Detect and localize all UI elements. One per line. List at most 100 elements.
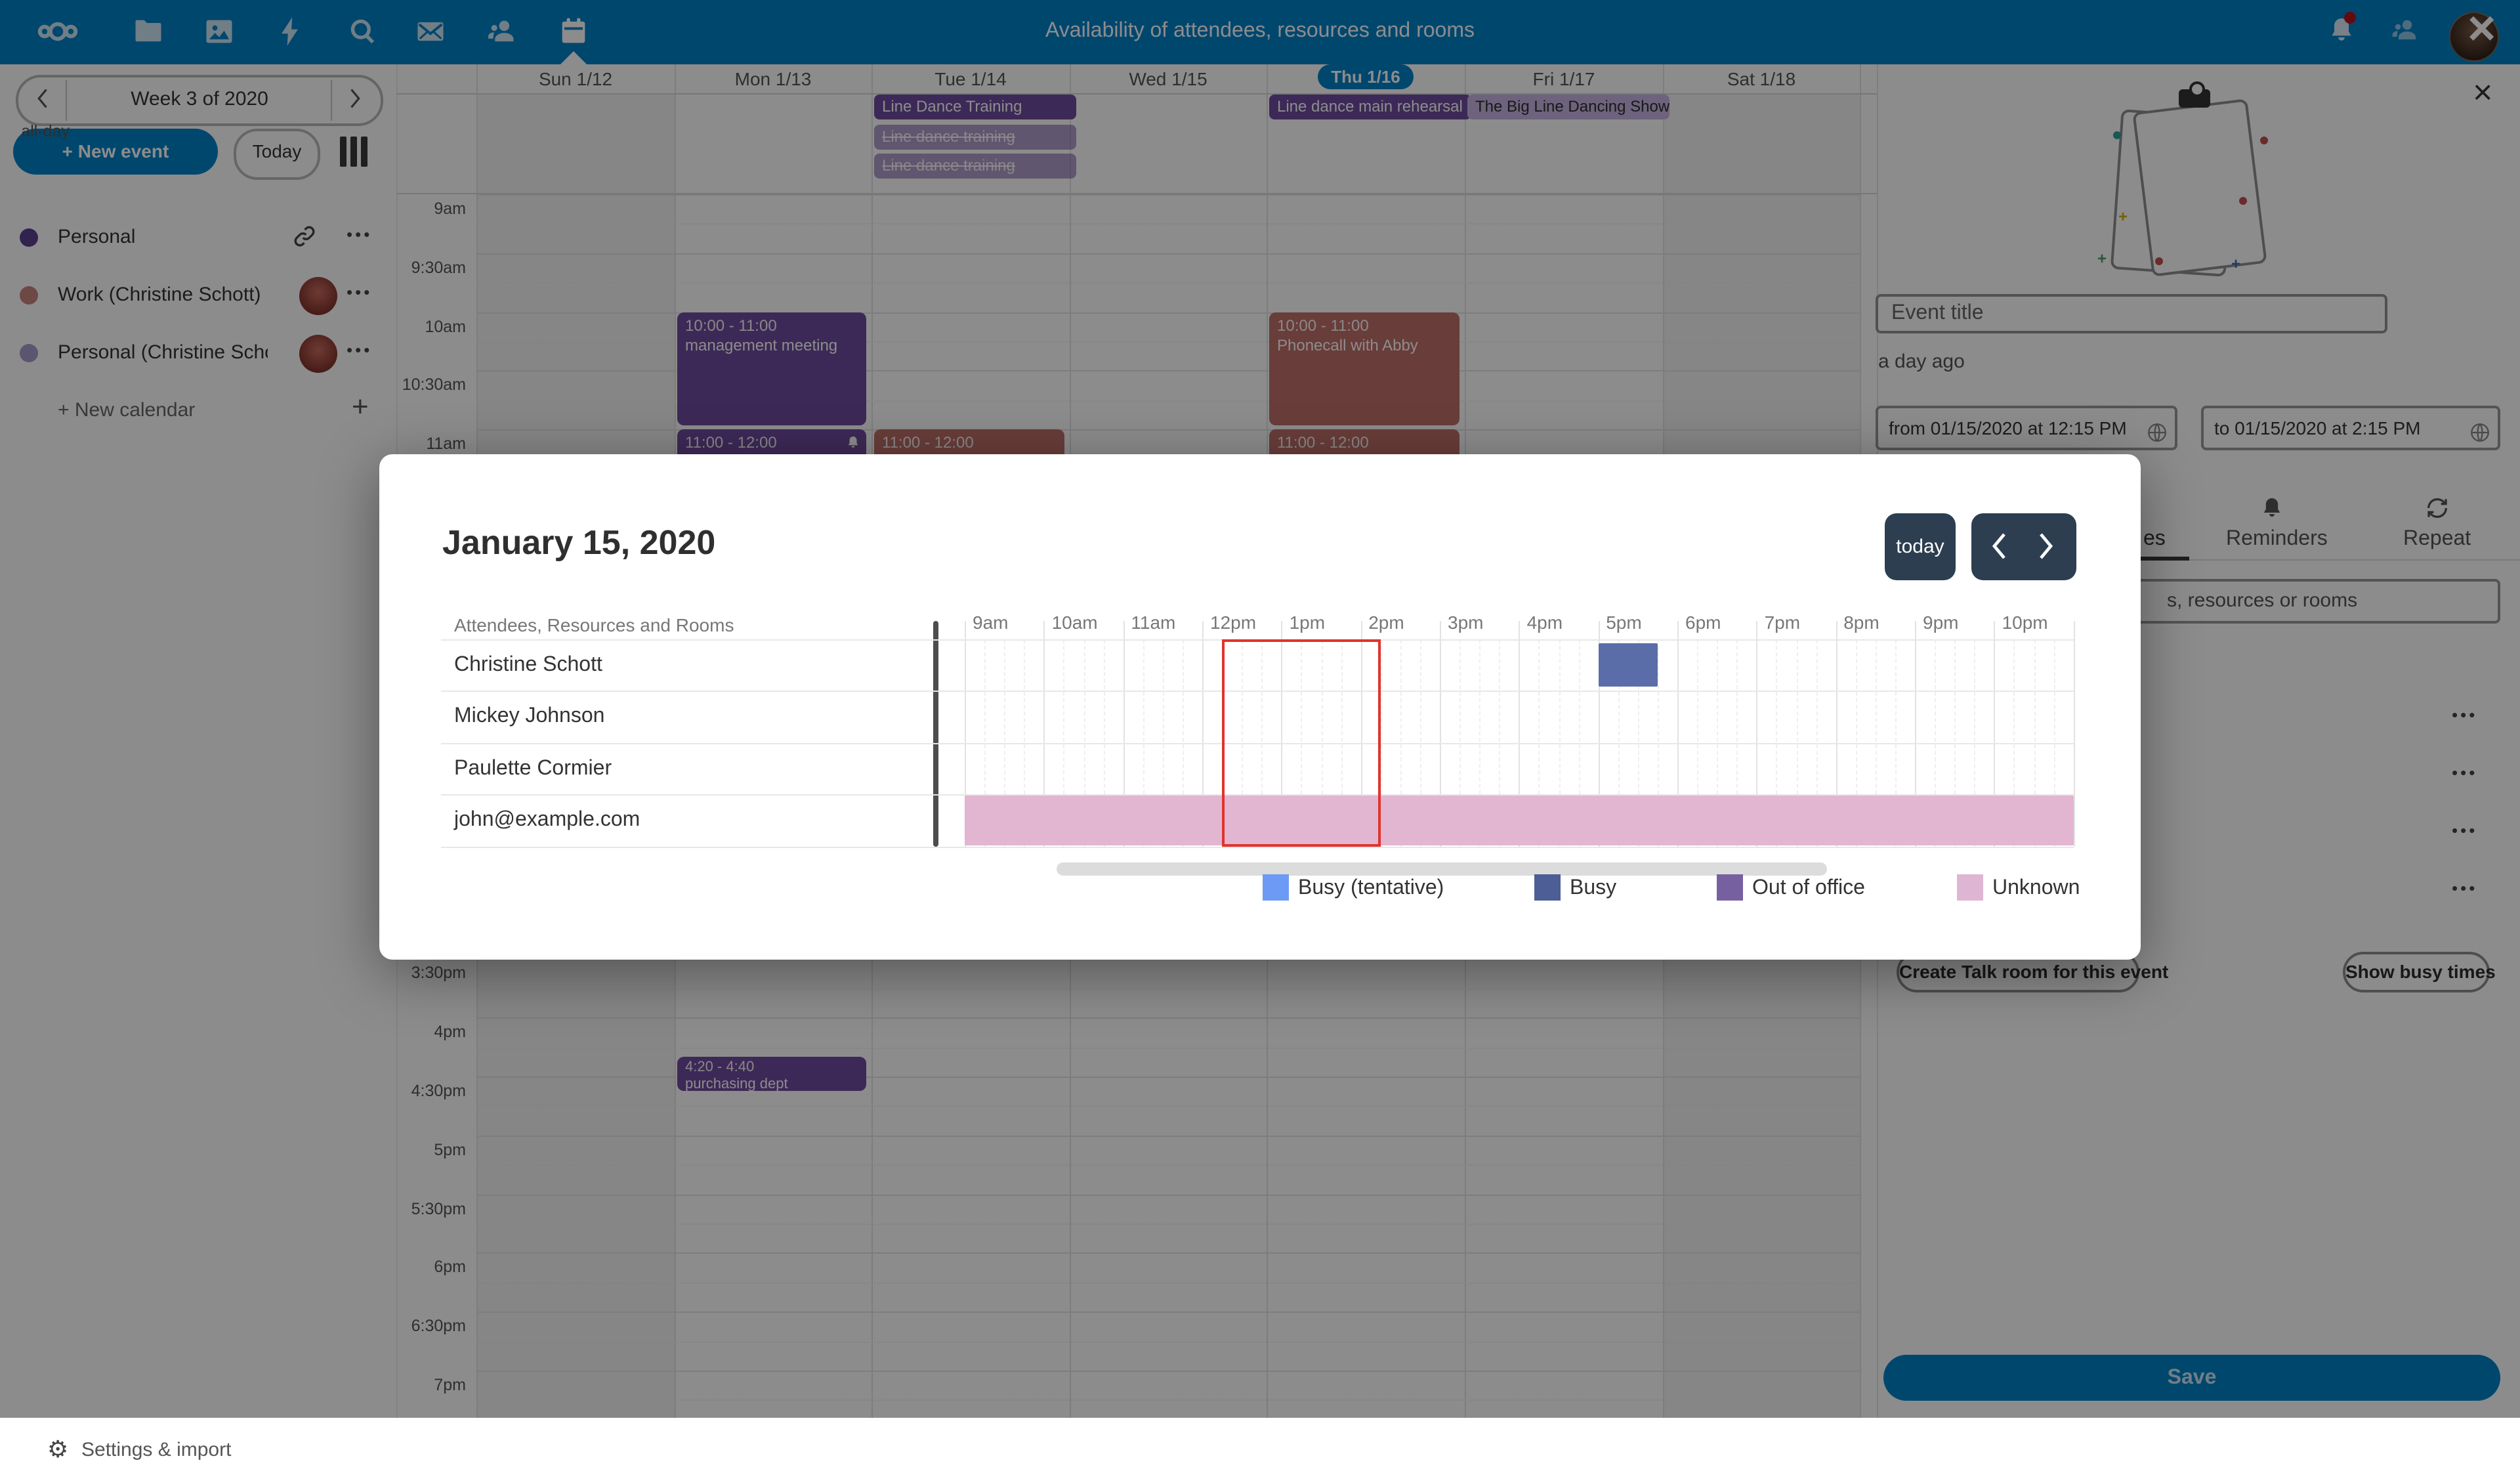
calendar-list-item-work[interactable]: Work (Christine Schott) ••• xyxy=(0,266,396,324)
calendar-app-icon[interactable] xyxy=(556,14,591,49)
modal-today-button[interactable]: today xyxy=(1885,513,1956,580)
timezone-globe-icon[interactable] xyxy=(2146,417,2168,442)
day-header-thu[interactable]: Thu 1/16 xyxy=(1267,64,1465,93)
tab-repeat[interactable]: Repeat xyxy=(2403,528,2471,550)
row-divider xyxy=(441,794,965,796)
previous-day-icon[interactable] xyxy=(1984,530,2016,562)
all-day-event[interactable]: Line dance training xyxy=(874,154,1076,179)
slot-line-dotted xyxy=(476,1164,1860,1166)
attendee-menu-icon[interactable]: ••• xyxy=(2452,763,2478,782)
contacts-menu-icon[interactable] xyxy=(2389,14,2423,49)
day-header-fri[interactable]: Fri 1/17 xyxy=(1532,68,1595,89)
hour-label: 9am xyxy=(973,612,1009,633)
all-day-event[interactable]: Line dance training xyxy=(874,124,1076,149)
row-divider xyxy=(965,691,2074,692)
to-datetime-field[interactable]: to 01/15/2020 at 2:15 PM xyxy=(2201,406,2500,450)
activity-icon[interactable] xyxy=(273,14,307,49)
grid-horizontal-scrollbar[interactable] xyxy=(1057,862,1827,876)
calendar-menu-icon[interactable]: ••• xyxy=(346,340,373,360)
all-day-event[interactable]: The Big Line Dancing Show xyxy=(1467,95,1670,119)
files-icon[interactable] xyxy=(131,14,165,49)
confetti-plus: + xyxy=(2231,255,2241,273)
week-switcher[interactable]: Week 3 of 2020 xyxy=(16,75,383,126)
hour-line xyxy=(1756,621,1758,847)
calendar-event[interactable]: 4:20 - 4:40 purchasing dept xyxy=(677,1057,866,1092)
contacts-icon[interactable] xyxy=(484,14,518,49)
all-day-event[interactable]: Line Dance Training xyxy=(874,95,1076,119)
mail-icon[interactable] xyxy=(413,14,448,49)
hour-line xyxy=(1836,621,1838,847)
nextcloud-logo-icon[interactable] xyxy=(37,12,79,51)
from-datetime-field[interactable]: from 01/15/2020 at 12:15 PM xyxy=(1876,406,2177,450)
day-header-sat[interactable]: Sat 1/18 xyxy=(1727,68,1796,89)
hour-line xyxy=(1598,621,1600,847)
user-avatar[interactable] xyxy=(2449,12,2499,62)
slot-line-dotted xyxy=(476,1047,1860,1049)
time-label: 5:30pm xyxy=(411,1199,466,1218)
save-button[interactable]: Save xyxy=(1883,1355,2500,1401)
divider xyxy=(331,80,332,121)
from-datetime-value: from 01/15/2020 at 12:15 PM xyxy=(1889,417,2127,438)
calendar-event[interactable]: 10:00 - 11:00 management meeting xyxy=(677,312,866,426)
view-switcher-icon[interactable] xyxy=(340,137,371,167)
event-title-input[interactable] xyxy=(1876,294,2387,333)
search-icon[interactable] xyxy=(345,14,379,49)
legend-swatch xyxy=(1263,874,1289,901)
show-busy-times-button[interactable]: Show busy times xyxy=(2343,952,2496,992)
attendee-menu-icon[interactable]: ••• xyxy=(2452,705,2478,725)
next-week-icon[interactable] xyxy=(343,87,366,110)
new-event-button[interactable]: + New event xyxy=(13,129,218,175)
next-day-icon[interactable] xyxy=(2029,530,2061,562)
hour-label: 7pm xyxy=(1764,612,1801,633)
calendar-menu-icon[interactable]: ••• xyxy=(346,224,373,244)
share-link-icon[interactable] xyxy=(291,223,318,249)
day-header-sun[interactable]: Sun 1/12 xyxy=(538,68,613,89)
hour-label: 11am xyxy=(1131,612,1176,633)
calendar-list-item-personal-christine[interactable]: Personal (Christine Scho… ••• xyxy=(0,324,396,382)
event-time: 11:00 - 12:00 xyxy=(685,433,777,452)
modal-nav-buttons[interactable] xyxy=(1971,513,2076,580)
calendar-event[interactable]: 10:00 - 11:00 Phonecall with Abby xyxy=(1269,312,1460,426)
names-scrollbar[interactable] xyxy=(933,621,938,847)
availability-grid[interactable]: 9am 10am 11am 12pm 1pm 2pm 3pm 4pm 5pm 6pm 7pm 8pm 9… xyxy=(965,604,2080,853)
event-title: Phonecall with Abby xyxy=(1277,336,1418,355)
time-label: 10am xyxy=(425,317,466,336)
photos-icon[interactable] xyxy=(202,14,236,49)
timezone-globe-icon[interactable] xyxy=(2469,417,2491,442)
slot-line xyxy=(476,1076,1860,1078)
event-time: 10:00 - 11:00 xyxy=(685,316,777,335)
attendee-menu-icon[interactable]: ••• xyxy=(2452,820,2478,840)
tab-attendees-partial[interactable]: es xyxy=(2143,528,2166,550)
slot-line-dotted xyxy=(476,1282,1860,1284)
calendar-list-item-personal[interactable]: Personal ••• xyxy=(0,209,396,266)
week-label[interactable]: Week 3 of 2020 xyxy=(131,88,268,110)
time-label: 5pm xyxy=(434,1140,466,1159)
previous-week-icon[interactable] xyxy=(32,87,55,110)
avatar-close-icon[interactable]: × xyxy=(2468,1,2496,55)
calendar-color-dot xyxy=(20,228,38,247)
calendar-menu-icon[interactable]: ••• xyxy=(346,282,373,302)
slot-line xyxy=(476,1017,1860,1019)
attendee-menu-icon[interactable]: ••• xyxy=(2452,878,2478,898)
hour-line xyxy=(965,621,966,847)
calendar-name: Work (Christine Schott) xyxy=(58,284,261,306)
day-header-wed[interactable]: Wed 1/15 xyxy=(1129,68,1208,89)
hour-label: 8pm xyxy=(1843,612,1880,633)
day-header-tue[interactable]: Tue 1/14 xyxy=(934,68,1007,89)
time-label: 6pm xyxy=(434,1258,466,1277)
shared-by-avatar xyxy=(299,335,337,373)
slot-line-dotted xyxy=(476,341,1860,343)
new-calendar-item[interactable]: + New calendar + xyxy=(0,382,396,440)
time-label: 9am xyxy=(434,200,466,218)
row-divider xyxy=(441,742,965,744)
notifications-bell-icon[interactable] xyxy=(2326,12,2360,49)
selected-time-range[interactable] xyxy=(1222,639,1381,847)
confetti-plus: + xyxy=(2097,249,2107,268)
sidebar-close-icon[interactable]: × xyxy=(2473,72,2493,112)
tab-reminders[interactable]: Reminders xyxy=(2226,528,2328,550)
attendee-name: john@example.com xyxy=(454,809,640,832)
legend-swatch xyxy=(1717,874,1743,901)
all-day-event[interactable]: Line dance main rehearsal xyxy=(1269,95,1471,119)
day-header-mon[interactable]: Mon 1/13 xyxy=(734,68,812,89)
today-button[interactable]: Today xyxy=(234,129,320,180)
